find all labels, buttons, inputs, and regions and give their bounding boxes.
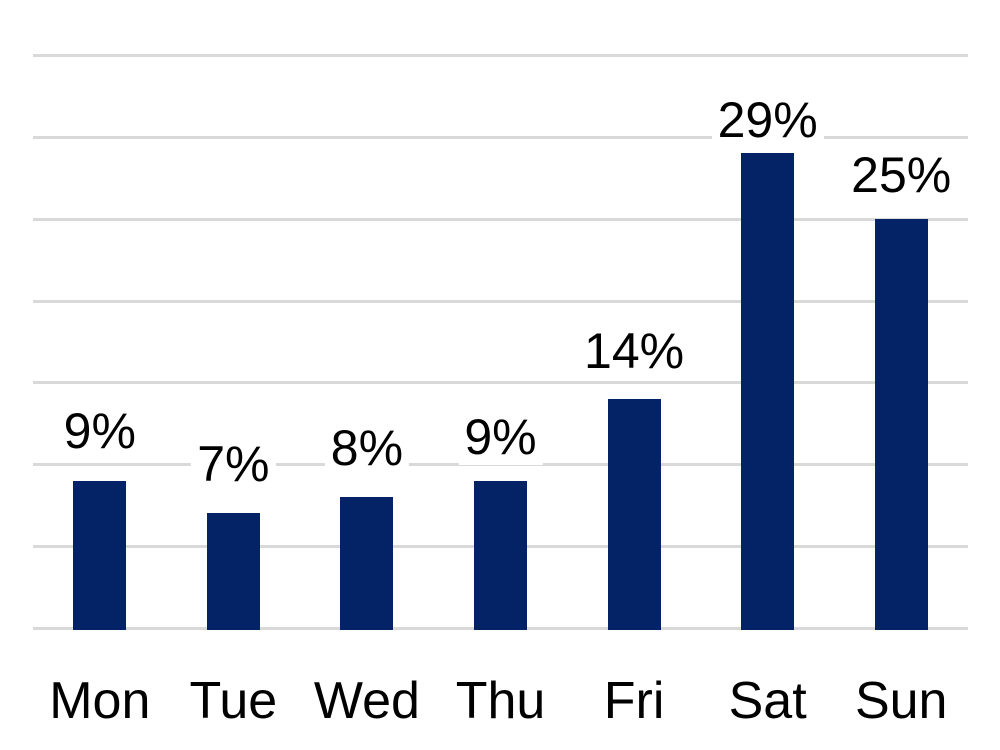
gridline-35pct — [33, 54, 968, 57]
value-label-sat: 29% — [711, 92, 824, 149]
value-label-tue: 7% — [191, 436, 276, 493]
bar-fri — [607, 398, 661, 630]
bar-mon — [73, 480, 127, 630]
category-label-mon: Mon — [49, 672, 151, 730]
gridline-15pct — [33, 381, 968, 385]
value-label-thu: 9% — [458, 408, 543, 465]
value-label-fri: 14% — [578, 322, 691, 379]
value-label-wed: 8% — [324, 420, 410, 477]
category-label-thu: Thu — [455, 672, 546, 730]
bar-tue — [206, 513, 260, 630]
value-label-sun: 25% — [845, 146, 958, 203]
gridline-10pct — [33, 463, 968, 467]
category-label-fri: Fri — [603, 672, 665, 730]
bar-thu — [474, 480, 527, 630]
gridline-20pct — [33, 299, 968, 303]
bar-sun — [874, 218, 928, 630]
gridline-30pct — [33, 135, 968, 139]
gridline-25pct — [33, 217, 968, 221]
category-label-wed: Wed — [313, 672, 420, 730]
category-label-sun: Sun — [854, 672, 948, 730]
bar-sat — [741, 153, 795, 630]
category-label-sat: Sat — [728, 672, 807, 730]
value-label-mon: 9% — [57, 402, 142, 459]
bar-wed — [340, 497, 394, 630]
category-label-tue: Tue — [189, 672, 278, 730]
